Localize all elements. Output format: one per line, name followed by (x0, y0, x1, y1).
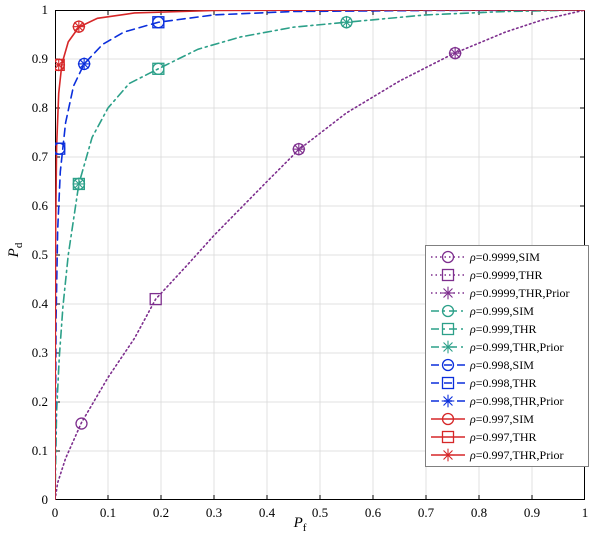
x-tick-label: 0.8 (471, 505, 487, 521)
y-tick-label: 0.2 (32, 394, 48, 410)
y-tick-label: 0.3 (32, 345, 48, 361)
legend-row: ρ=0.9999,THR,Prior (426, 284, 588, 302)
legend-row: ρ=0.998,THR,Prior (426, 392, 588, 410)
legend-row: ρ=0.997,THR,Prior (426, 446, 588, 464)
legend-row: ρ=0.998,THR (426, 374, 588, 392)
y-tick-label: 0.1 (32, 443, 48, 459)
legend-row: ρ=0.9999,SIM (426, 248, 588, 266)
x-tick-label: 0.6 (365, 505, 381, 521)
y-tick-label: 0.5 (32, 247, 48, 263)
x-tick-label: 0 (52, 505, 59, 521)
x-tick-label: 0.9 (524, 505, 540, 521)
y-tick-label: 0.6 (32, 198, 48, 214)
legend-row: ρ=0.998,SIM (426, 356, 588, 374)
x-tick-label: 0.2 (153, 505, 169, 521)
x-tick-label: 0.3 (206, 505, 222, 521)
legend-row: ρ=0.997,THR (426, 428, 588, 446)
legend-row: ρ=0.9999,THR (426, 266, 588, 284)
x-tick-label: 0.7 (418, 505, 434, 521)
legend: ρ=0.9999,SIMρ=0.9999,THRρ=0.9999,THR,Pri… (425, 245, 589, 467)
x-axis-label: Pf (0, 515, 600, 534)
x-tick-label: 0.4 (259, 505, 275, 521)
y-tick-label: 0.4 (32, 296, 48, 312)
legend-row: ρ=0.997,SIM (426, 410, 588, 428)
legend-row: ρ=0.999,SIM (426, 302, 588, 320)
legend-row: ρ=0.999,THR (426, 320, 588, 338)
x-tick-label: 0.1 (100, 505, 116, 521)
x-tick-label: 0.5 (312, 505, 328, 521)
y-axis-label: Pd (6, 243, 25, 258)
y-tick-label: 0.7 (32, 149, 48, 165)
y-tick-label: 1 (42, 2, 49, 18)
legend-row: ρ=0.999,THR,Prior (426, 338, 588, 356)
y-tick-label: 0.8 (32, 100, 48, 116)
y-tick-label: 0 (42, 492, 49, 508)
y-tick-label: 0.9 (32, 51, 48, 67)
x-tick-label: 1 (582, 505, 589, 521)
